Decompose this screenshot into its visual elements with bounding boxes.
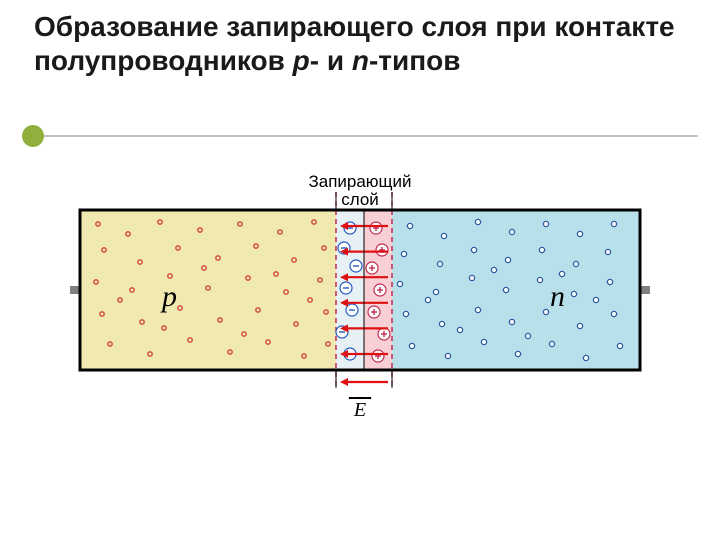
slide-title: Образование запирающего слоя при контакт… (34, 10, 686, 77)
field-vector-label: E (70, 399, 650, 422)
pn-junction-figure: Запирающий слой p n E (70, 185, 650, 395)
n-label: n (550, 280, 565, 314)
divider-line (22, 135, 698, 137)
depletion-caption: Запирающий слой (70, 173, 650, 209)
p-label: p (162, 280, 177, 314)
divider-dot (22, 125, 44, 147)
divider (22, 130, 698, 142)
